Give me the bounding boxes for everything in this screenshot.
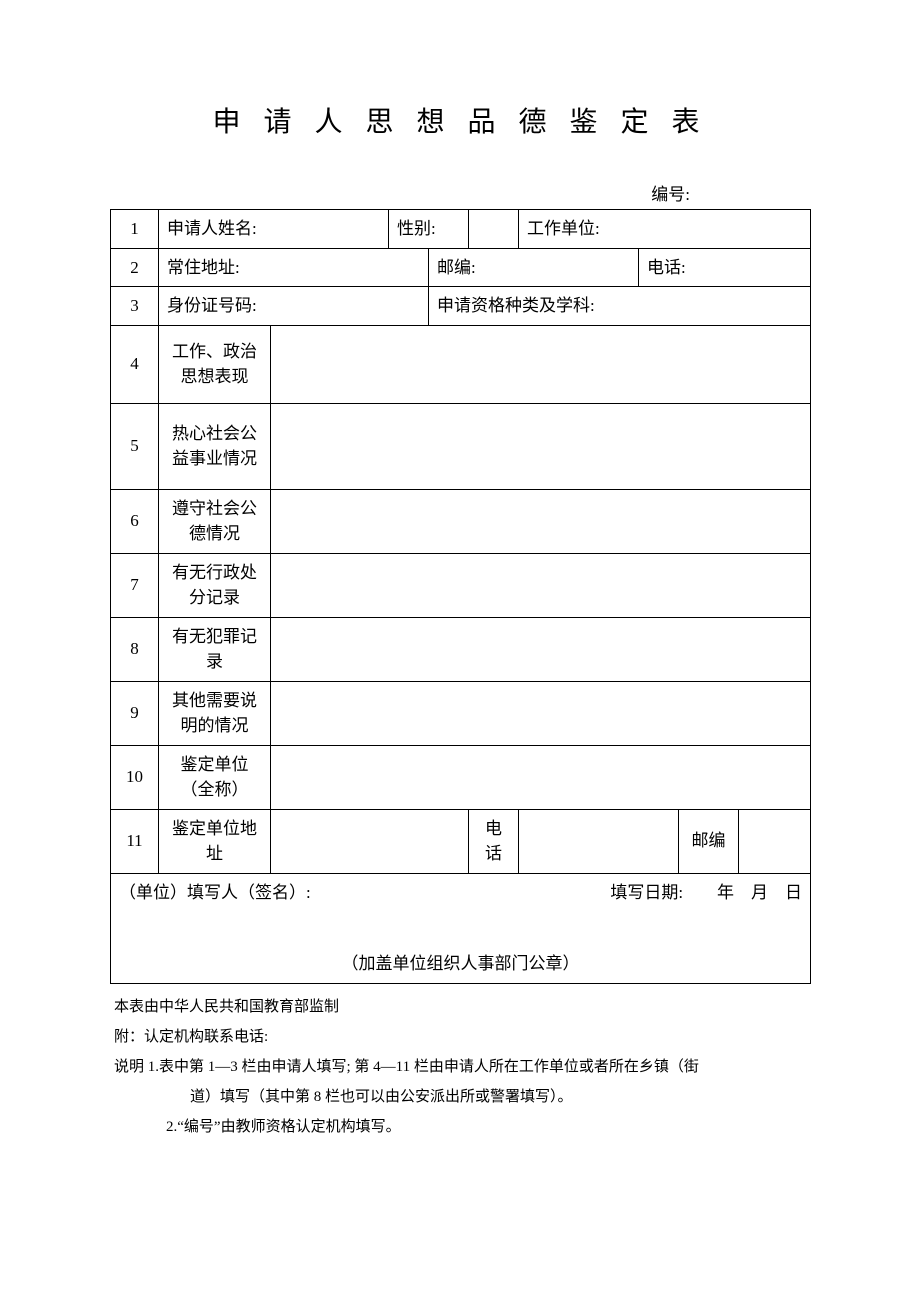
- table-row: 3 身份证号码: 申请资格种类及学科:: [111, 287, 811, 326]
- document-title: 申 请 人 思 想 品 德 鉴 定 表: [110, 100, 810, 140]
- appraisal-unit-name-label: 鉴定单位（全称）: [159, 745, 271, 809]
- appraisal-unit-address-label: 鉴定单位地址: [159, 809, 271, 873]
- table-row: 11 鉴定单位地址 电话 邮编: [111, 809, 811, 873]
- row-number: 2: [111, 248, 159, 287]
- row-number: 3: [111, 287, 159, 326]
- qualification-label: 申请资格种类及学科:: [429, 287, 811, 326]
- appraisal-zip-label: 邮编: [679, 809, 739, 873]
- work-unit-label: 工作单位:: [519, 210, 811, 249]
- appraisal-phone-label: 电话: [469, 809, 519, 873]
- page: 申 请 人 思 想 品 德 鉴 定 表 编号: 1 申请人姓名: 性别: 工作单…: [0, 0, 920, 1302]
- criminal-record-value: [271, 617, 811, 681]
- row-number: 1: [111, 210, 159, 249]
- admin-penalty-value: [271, 553, 811, 617]
- table-row: 6 遵守社会公德情况: [111, 489, 811, 553]
- address-label: 常住地址:: [159, 248, 429, 287]
- row-number: 9: [111, 681, 159, 745]
- phone-label: 电话:: [639, 248, 811, 287]
- row-number: 5: [111, 403, 159, 489]
- row-number: 8: [111, 617, 159, 681]
- row-number: 11: [111, 809, 159, 873]
- footnote-line: 2.“编号”由教师资格认定机构填写。: [114, 1112, 810, 1142]
- appraisal-unit-name-value: [271, 745, 811, 809]
- footnote-line: 本表由中华人民共和国教育部监制: [114, 992, 810, 1022]
- public-welfare-label: 热心社会公益事业情况: [159, 403, 271, 489]
- admin-penalty-label: 有无行政处分记录: [159, 553, 271, 617]
- seal-note: （加盖单位组织人事部门公章）: [119, 951, 802, 977]
- public-welfare-value: [271, 403, 811, 489]
- other-notes-label: 其他需要说明的情况: [159, 681, 271, 745]
- appraisal-unit-address-value: [271, 809, 469, 873]
- footnote-line: 道）填写（其中第 8 栏也可以由公安派出所或警署填写）。: [114, 1082, 810, 1112]
- social-morality-value: [271, 489, 811, 553]
- serial-number-label: 编号:: [110, 180, 810, 205]
- work-political-label: 工作、政治思想表现: [159, 325, 271, 403]
- row-number: 6: [111, 489, 159, 553]
- appraisal-zip-value: [739, 809, 811, 873]
- table-row: （单位）填写人（签名）: 填写日期: 年 月 日 （加盖单位组织人事部门公章）: [111, 873, 811, 983]
- work-political-value: [271, 325, 811, 403]
- footnotes: 本表由中华人民共和国教育部监制 附：认定机构联系电话: 说明 1.表中第 1—3…: [110, 992, 810, 1142]
- table-row: 2 常住地址: 邮编: 电话:: [111, 248, 811, 287]
- table-row: 5 热心社会公益事业情况: [111, 403, 811, 489]
- evaluation-form-table: 1 申请人姓名: 性别: 工作单位: 2 常住地址: 邮编: 电话: 3 身份证…: [110, 209, 811, 984]
- table-row: 9 其他需要说明的情况: [111, 681, 811, 745]
- table-row: 8 有无犯罪记录: [111, 617, 811, 681]
- row-number: 10: [111, 745, 159, 809]
- criminal-record-label: 有无犯罪记录: [159, 617, 271, 681]
- footnote-line: 说明 1.表中第 1—3 栏由申请人填写; 第 4—11 栏由申请人所在工作单位…: [114, 1052, 810, 1082]
- appraisal-phone-value: [519, 809, 679, 873]
- social-morality-label: 遵守社会公德情况: [159, 489, 271, 553]
- table-row: 10 鉴定单位（全称）: [111, 745, 811, 809]
- footer-cell: （单位）填写人（签名）: 填写日期: 年 月 日 （加盖单位组织人事部门公章）: [111, 873, 811, 983]
- gender-value: [469, 210, 519, 249]
- fill-date-label: 填写日期: 年 月 日: [610, 880, 802, 906]
- applicant-name-label: 申请人姓名:: [159, 210, 389, 249]
- signer-label: （单位）填写人（签名）:: [119, 883, 311, 902]
- gender-label: 性别:: [389, 210, 469, 249]
- row-number: 7: [111, 553, 159, 617]
- id-number-label: 身份证号码:: [159, 287, 429, 326]
- footnote-line: 附：认定机构联系电话:: [114, 1022, 810, 1052]
- row-number: 4: [111, 325, 159, 403]
- table-row: 1 申请人姓名: 性别: 工作单位:: [111, 210, 811, 249]
- table-row: 4 工作、政治思想表现: [111, 325, 811, 403]
- other-notes-value: [271, 681, 811, 745]
- table-row: 7 有无行政处分记录: [111, 553, 811, 617]
- zip-label: 邮编:: [429, 248, 639, 287]
